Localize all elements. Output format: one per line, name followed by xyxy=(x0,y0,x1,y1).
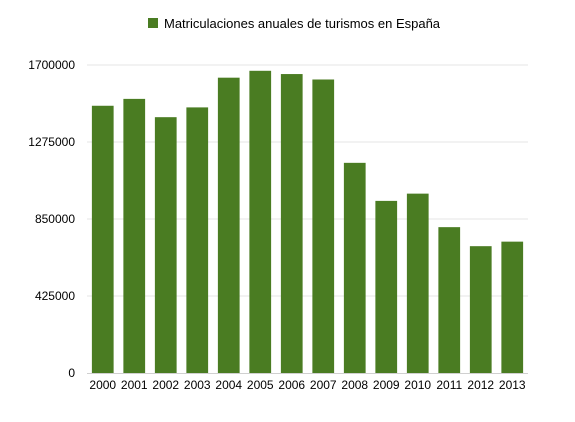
x-tick-label: 2003 xyxy=(184,378,211,392)
x-tick-label: 2012 xyxy=(467,378,494,392)
x-tick-label: 2007 xyxy=(310,378,337,392)
legend-swatch xyxy=(148,18,158,28)
bar xyxy=(406,193,429,373)
bars xyxy=(91,70,524,374)
legend: Matriculaciones anuales de turismos en E… xyxy=(148,16,441,31)
x-tick-label: 2011 xyxy=(436,378,462,392)
x-axis-tick-labels: 2000 2001 2002 2003 2004 2005 2006 2007 2008 2009… xyxy=(89,378,526,392)
bar xyxy=(186,107,209,373)
y-tick-label: 425000 xyxy=(35,289,75,303)
legend-label: Matriculaciones anuales de turismos en E… xyxy=(164,16,441,31)
bar xyxy=(154,117,177,373)
bar xyxy=(123,98,146,373)
bar xyxy=(501,241,524,373)
y-tick-label: 1700000 xyxy=(28,58,75,72)
bar xyxy=(217,77,240,374)
bar xyxy=(249,70,272,374)
y-axis-tick-labels: 0 425000 850000 1275000 1700000 xyxy=(28,58,75,380)
x-tick-label: 2008 xyxy=(341,378,368,392)
y-tick-label: 0 xyxy=(68,366,75,380)
x-tick-label: 2004 xyxy=(215,378,242,392)
gridlines xyxy=(87,64,528,297)
y-tick-label: 850000 xyxy=(35,212,75,226)
bar xyxy=(438,227,461,373)
bar xyxy=(312,79,335,374)
x-tick-label: 2009 xyxy=(373,378,400,392)
bar xyxy=(469,246,492,373)
x-tick-label: 2005 xyxy=(247,378,274,392)
x-tick-label: 2002 xyxy=(152,378,179,392)
y-tick-label: 1275000 xyxy=(28,135,75,149)
bar xyxy=(280,74,303,373)
x-tick-label: 2013 xyxy=(499,378,526,392)
x-tick-label: 2000 xyxy=(89,378,116,392)
bar xyxy=(91,105,114,373)
x-tick-label: 2006 xyxy=(278,378,305,392)
bar xyxy=(343,162,366,373)
x-tick-label: 2010 xyxy=(404,378,431,392)
bar xyxy=(375,200,398,373)
x-tick-label: 2001 xyxy=(121,378,148,392)
